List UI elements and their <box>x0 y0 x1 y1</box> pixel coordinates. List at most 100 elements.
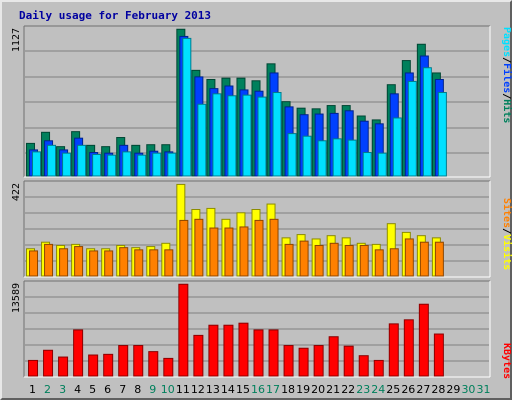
bar-kbytes-day-28 <box>433 333 444 377</box>
bar-kbytes-day-17 <box>268 329 279 377</box>
bar-kbytes-day-20 <box>313 345 324 377</box>
bar-sites-day-24 <box>374 249 384 277</box>
bar-kbytes-day-24 <box>373 359 384 377</box>
x-tick-label-day-11: 11 <box>176 383 190 396</box>
x-tick-label-day-4: 4 <box>74 383 81 396</box>
x-tick-label-day-14: 14 <box>221 383 235 396</box>
bar-pages-day-20 <box>317 140 327 177</box>
bar-sites-day-11 <box>179 219 189 277</box>
x-tick-label-day-8: 8 <box>134 383 141 396</box>
bar-pages-day-1 <box>32 151 42 177</box>
bar-kbytes-day-9 <box>148 351 159 377</box>
x-tick-label-day-30: 30 <box>461 383 475 396</box>
right-legend-part: Visits <box>501 234 512 270</box>
bar-sites-day-13 <box>209 227 219 277</box>
x-tick-label-day-1: 1 <box>29 383 36 396</box>
bar-kbytes-day-15 <box>238 322 249 377</box>
chart-title: Daily usage for February 2013 <box>19 9 212 22</box>
bar-sites-day-8 <box>134 249 144 277</box>
bar-pages-day-14 <box>227 95 237 177</box>
bar-pages-day-26 <box>407 80 417 177</box>
bar-pages-day-11 <box>182 37 192 177</box>
bar-sites-day-12 <box>194 218 204 277</box>
bar-kbytes-day-14 <box>223 324 234 377</box>
bar-kbytes-day-16 <box>253 329 264 377</box>
bar-sites-day-10 <box>164 249 174 277</box>
bar-pages-day-6 <box>107 154 117 177</box>
bar-sites-day-27 <box>419 241 429 277</box>
bar-pages-day-25 <box>392 117 402 177</box>
bar-pages-day-2 <box>47 144 57 177</box>
x-tick-label-day-31: 31 <box>476 383 490 396</box>
x-tick-label-day-5: 5 <box>89 383 96 396</box>
x-tick-label-day-18: 18 <box>281 383 295 396</box>
bar-pages-day-18 <box>287 133 297 177</box>
bar-kbytes-day-25 <box>388 323 399 377</box>
x-tick-label-day-9: 9 <box>149 383 156 396</box>
bar-pages-day-24 <box>377 152 387 177</box>
bar-kbytes-day-7 <box>118 345 129 377</box>
x-tick-label-day-7: 7 <box>119 383 126 396</box>
right-legend-part: / <box>501 93 512 99</box>
bar-pages-day-5 <box>92 153 102 177</box>
x-tick-label-day-27: 27 <box>416 383 430 396</box>
x-tick-label-day-13: 13 <box>206 383 220 396</box>
right-legend-part: Files <box>501 63 512 93</box>
x-tick-label-day-21: 21 <box>326 383 340 396</box>
bar-pages-day-9 <box>152 152 162 177</box>
bar-sites-day-28 <box>434 241 444 277</box>
bar-pages-day-10 <box>167 152 177 177</box>
x-tick-label-day-6: 6 <box>104 383 111 396</box>
bar-pages-day-17 <box>272 92 282 177</box>
x-tick-label-day-26: 26 <box>401 383 415 396</box>
bar-sites-day-16 <box>254 219 264 277</box>
x-tick-label-day-24: 24 <box>371 383 385 396</box>
bar-sites-day-14 <box>224 227 234 277</box>
x-tick-label-day-22: 22 <box>341 383 355 396</box>
bar-kbytes-day-10 <box>163 357 174 377</box>
right-legend-part: Pages <box>501 27 512 57</box>
bar-pages-day-22 <box>347 139 357 177</box>
right-axis-legend: KBytes <box>501 343 512 379</box>
x-tick-label-day-10: 10 <box>161 383 175 396</box>
panel-bottom: 13589 KBytes <box>11 280 512 379</box>
bar-kbytes-day-23 <box>358 355 369 377</box>
bar-pages-day-27 <box>422 67 432 177</box>
bar-sites-day-2 <box>44 243 54 277</box>
bar-pages-day-3 <box>62 152 72 177</box>
bar-sites-day-9 <box>149 249 159 277</box>
bar-sites-day-17 <box>269 218 279 277</box>
x-tick-label-day-29: 29 <box>446 383 460 396</box>
bar-sites-day-5 <box>89 250 99 277</box>
bar-pages-day-23 <box>362 152 372 177</box>
bar-pages-day-15 <box>242 94 252 177</box>
bar-kbytes-day-26 <box>403 319 414 377</box>
right-legend-part: Hits <box>501 99 512 123</box>
bar-sites-day-15 <box>239 226 249 277</box>
panel-top: 1127 Pages/Files/Hits <box>11 25 512 178</box>
bar-kbytes-day-13 <box>208 324 219 377</box>
bar-pages-day-28 <box>437 92 447 177</box>
bar-sites-day-25 <box>389 248 399 277</box>
panel-middle: 422 Sites/Visits <box>11 180 512 278</box>
bar-pages-day-8 <box>137 154 147 177</box>
right-axis-legend: Sites/Visits <box>501 198 512 270</box>
x-tick-label-day-25: 25 <box>386 383 400 396</box>
bar-kbytes-day-19 <box>298 347 309 377</box>
bar-sites-day-23 <box>359 244 369 277</box>
x-tick-label-day-2: 2 <box>44 383 51 396</box>
bar-sites-day-22 <box>344 244 354 277</box>
right-legend-part: KBytes <box>501 343 512 379</box>
bar-sites-day-1 <box>29 250 39 277</box>
bar-sites-day-4 <box>74 246 84 277</box>
bar-kbytes-day-11 <box>178 283 189 377</box>
right-legend-part: Sites <box>501 198 512 228</box>
y-max-label: 13589 <box>11 283 22 313</box>
y-max-label: 1127 <box>11 28 22 52</box>
bar-sites-day-18 <box>284 243 294 277</box>
bar-sites-day-26 <box>404 238 414 277</box>
y-max-label: 422 <box>11 183 22 201</box>
x-axis-day-labels: 1 2 3 4 5 6 7 8 9 10 11 12 13 14 15 16 17 18 19 20 21 22 23 24 2… <box>29 383 490 396</box>
bar-kbytes-day-12 <box>193 334 204 377</box>
bar-kbytes-day-22 <box>343 345 354 377</box>
